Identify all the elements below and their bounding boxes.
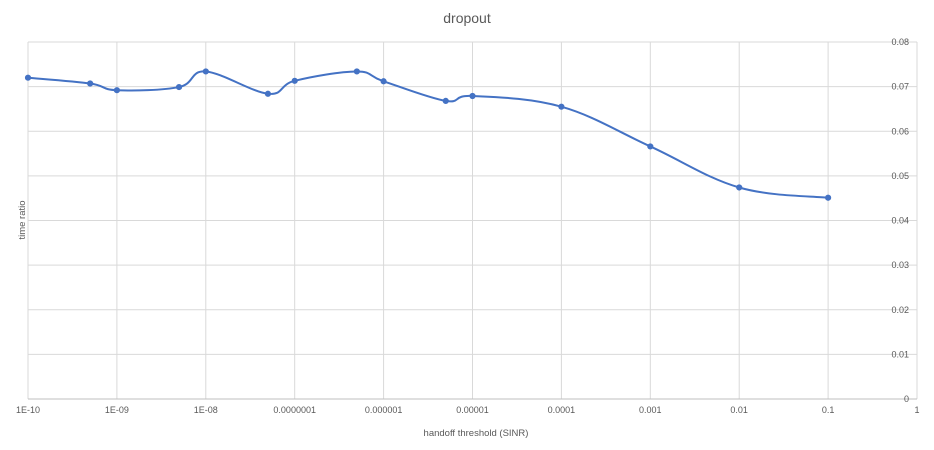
data-point <box>558 103 565 110</box>
data-point <box>264 90 272 97</box>
x-tick-label: 0.0001 <box>548 405 576 415</box>
x-tick-label: 0.00001 <box>456 405 489 415</box>
data-point <box>469 92 476 100</box>
data-point <box>291 77 298 84</box>
y-tick-label: 0.07 <box>891 82 909 92</box>
y-axis-title: time ratio <box>17 200 28 239</box>
x-tick-labels: 1E-10 1E-09 1E-08 0.0000001 0.000001 0.00001 0… <box>16 405 920 415</box>
x-tick-label: 0.000001 <box>365 405 403 415</box>
gridlines <box>27 41 918 400</box>
x-tick-label: 0.001 <box>639 405 662 415</box>
x-tick-label: 0.01 <box>730 405 748 415</box>
chart-title: dropout <box>443 10 491 26</box>
y-tick-label: 0.04 <box>891 216 909 226</box>
y-tick-label: 0.06 <box>891 126 909 136</box>
y-tick-label: 0.02 <box>891 305 909 315</box>
data-point <box>825 194 832 201</box>
y-tick-labels: 0 0.01 0.02 0.03 0.04 0.05 0.06 0.07 0.08 <box>891 37 909 404</box>
x-tick-label: 0.1 <box>822 405 835 415</box>
series-line <box>27 70 829 199</box>
y-tick-label: 0.01 <box>891 349 909 359</box>
data-point <box>24 74 32 81</box>
data-point <box>353 68 360 75</box>
y-tick-label: 0.08 <box>891 37 909 47</box>
data-point <box>113 87 121 94</box>
y-tick-label: 0 <box>904 394 909 404</box>
x-tick-label: 1 <box>914 405 919 415</box>
x-tick-label: 1E-10 <box>16 405 40 415</box>
x-axis-title: handoff threshold (SINR) <box>424 428 529 439</box>
data-point <box>380 78 387 85</box>
x-tick-label: 1E-08 <box>194 405 218 415</box>
data-point <box>736 184 743 191</box>
data-point <box>175 83 183 91</box>
x-tick-label: 1E-09 <box>105 405 129 415</box>
data-point <box>647 143 654 150</box>
data-point <box>202 68 209 75</box>
y-tick-label: 0.05 <box>891 171 909 181</box>
data-point <box>442 97 449 105</box>
data-point <box>87 80 94 87</box>
y-tick-label: 0.03 <box>891 260 909 270</box>
x-tick-label: 0.0000001 <box>273 405 316 415</box>
series-layer <box>24 68 832 201</box>
